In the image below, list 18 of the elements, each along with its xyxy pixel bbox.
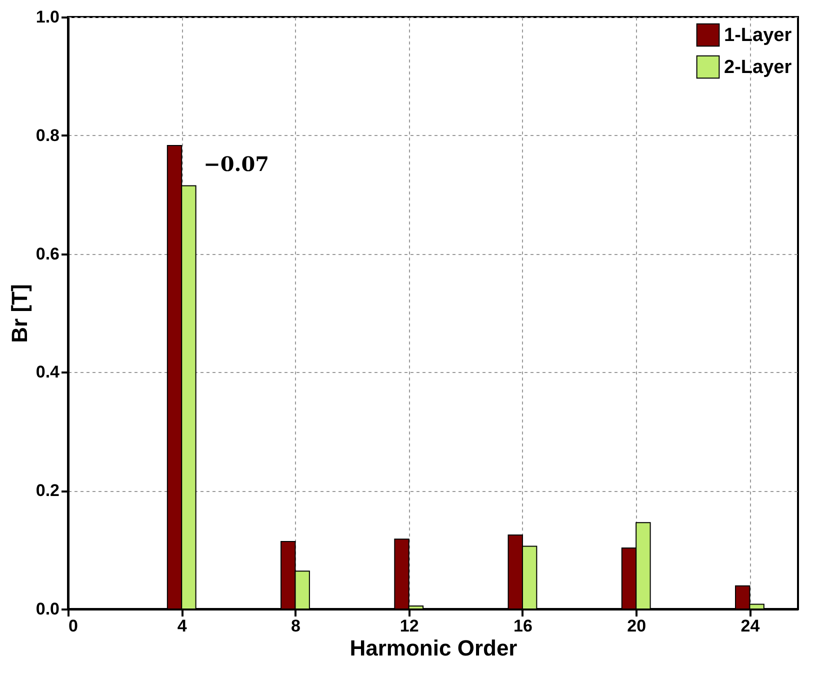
legend-label: 2-Layer: [724, 57, 792, 78]
x-tick-label: 20: [627, 616, 646, 636]
x-tick-label: 24: [740, 616, 760, 636]
legend-label: 1-Layer: [724, 25, 792, 46]
y-tick-label: 0.6: [36, 244, 60, 264]
x-tick-label: 0: [68, 616, 78, 636]
x-axis-title: Harmonic Order: [350, 636, 518, 660]
y-tick-label: 0.4: [36, 362, 60, 382]
y-tick-label: 0.0: [36, 600, 60, 618]
y-tick-label: 0.8: [36, 126, 60, 145]
y-tick-label: 1.0: [36, 8, 60, 26]
x-tick-label: 8: [291, 616, 300, 636]
y-axis-title: Br [T]: [6, 284, 32, 343]
x-tick-label: 4: [177, 616, 188, 636]
y-tick-label: 0.2: [36, 481, 60, 500]
x-tick-label: 16: [514, 616, 532, 636]
annotation: −0.07: [204, 152, 270, 176]
x-tick-label: 12: [400, 616, 419, 636]
